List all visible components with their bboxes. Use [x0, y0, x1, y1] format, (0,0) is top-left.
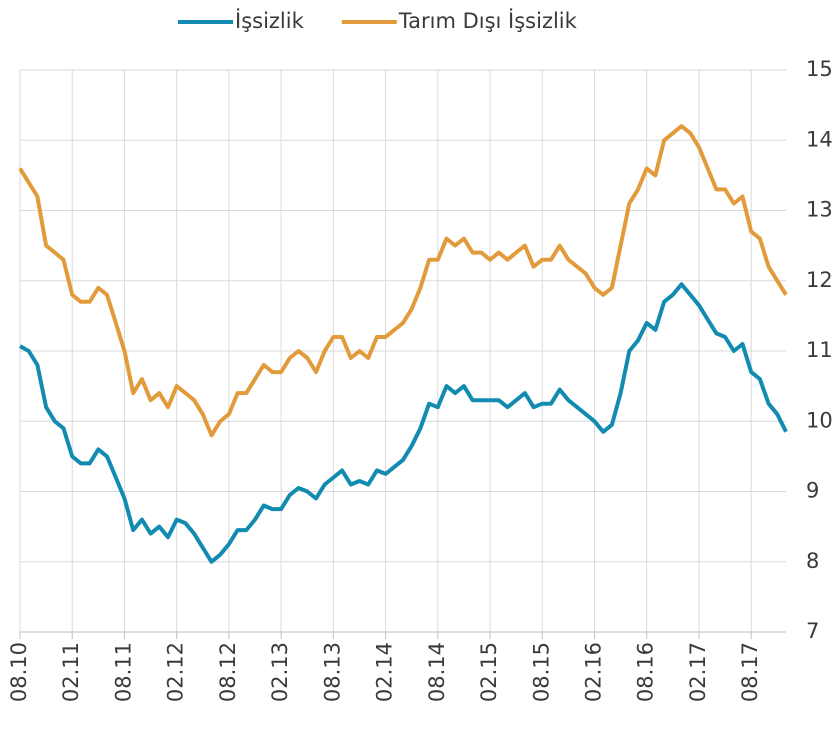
x-tick-label: 02.15 — [477, 642, 501, 702]
x-tick-label: 08.13 — [320, 642, 344, 702]
x-tick-label: 02.17 — [686, 642, 710, 702]
legend-label: İşsizlik — [235, 8, 305, 33]
x-tick-label: 08.16 — [634, 642, 658, 702]
x-tick-label: 02.16 — [582, 642, 606, 702]
y-tick-label: 14 — [806, 127, 833, 151]
y-tick-label: 7 — [806, 619, 819, 643]
x-tick-label: 08.10 — [7, 642, 31, 702]
y-tick-label: 8 — [806, 549, 819, 573]
legend-label: Tarım Dışı İşsizlik — [398, 8, 578, 33]
x-tick-label: 08.17 — [738, 642, 762, 702]
x-tick-label: 02.14 — [373, 642, 397, 702]
x-tick-label: 08.12 — [216, 642, 240, 702]
series-line — [19, 282, 788, 564]
x-tick-label: 08.14 — [425, 642, 449, 702]
series-line — [18, 124, 788, 438]
y-tick-label: 15 — [806, 57, 833, 81]
x-tick-label: 02.13 — [268, 642, 292, 702]
x-tick-label: 08.11 — [111, 642, 135, 702]
y-tick-label: 13 — [806, 198, 833, 222]
y-tick-label: 12 — [806, 268, 833, 292]
x-tick-label: 08.15 — [529, 642, 553, 702]
y-tick-label: 9 — [806, 479, 819, 503]
x-tick-label: 02.11 — [59, 642, 83, 702]
x-tick-label: 02.12 — [164, 642, 188, 702]
y-tick-label: 11 — [806, 338, 833, 362]
y-tick-label: 10 — [806, 408, 833, 432]
